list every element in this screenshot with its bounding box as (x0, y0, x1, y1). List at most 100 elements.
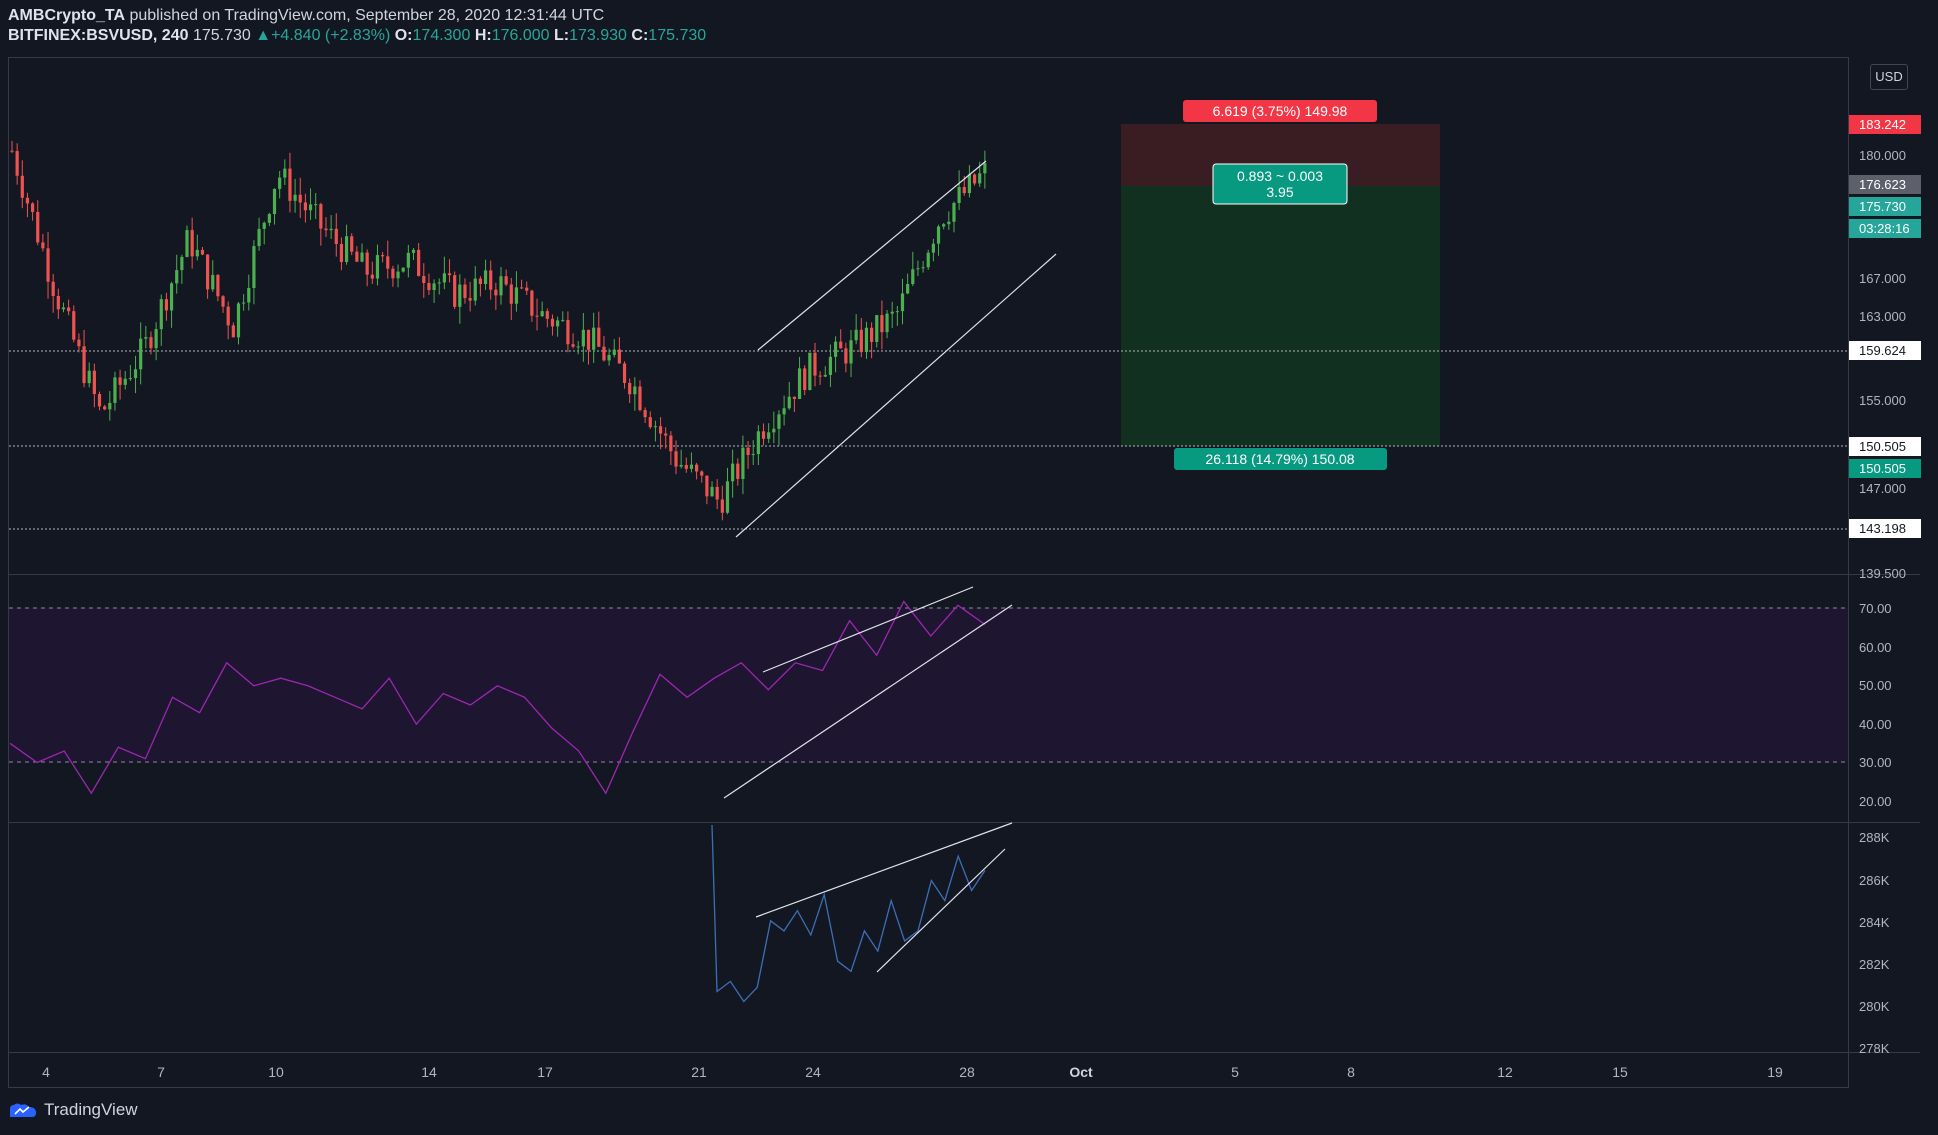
candle-body (504, 276, 508, 285)
candle-body (61, 307, 66, 310)
candle-body (329, 228, 333, 231)
candle-body (427, 282, 431, 291)
candle-body (360, 252, 364, 262)
rsi-channel-lower[interactable] (723, 604, 1013, 799)
candle-body (509, 284, 513, 304)
candle-body (875, 315, 879, 342)
candle-body (262, 222, 266, 229)
price-axis[interactable]: 180.000 167.000 163.000 155.000 147.000 … (1859, 148, 1906, 581)
candle-body (612, 349, 616, 355)
candle-body (890, 311, 894, 314)
candle-body (772, 428, 776, 433)
candle-body (983, 163, 987, 174)
time-axis[interactable]: 4 7 10 14 17 21 24 28 Oct 5 8 12 15 19 (42, 1064, 1783, 1080)
badge-entry: 176.623 (1859, 177, 1906, 192)
target-label-box[interactable]: 26.118 (14.79%) 150.08 (1174, 448, 1387, 470)
symbol-label[interactable]: BITFINEX:BSVUSD, 240 (8, 27, 189, 44)
candle-body (782, 408, 786, 415)
candle-body (628, 382, 632, 395)
candle-body (447, 273, 452, 276)
close-value: 175.730 (648, 27, 707, 44)
candle-body (15, 151, 19, 176)
candle-body (566, 319, 570, 345)
candle-body (30, 203, 35, 212)
candle-body (674, 451, 678, 467)
candle-body (458, 284, 462, 307)
candle-body (247, 287, 251, 303)
rsi-tick: 60.00 (1859, 640, 1892, 655)
trendlines[interactable] (723, 160, 1057, 973)
badge-countdown: 03:28:16 (1859, 221, 1910, 236)
tradingview-branding[interactable]: TradingView (8, 1100, 138, 1120)
pane-borders (8, 57, 1920, 1088)
candle-body (921, 267, 925, 269)
candle-body (36, 211, 40, 243)
candle-body (159, 299, 163, 330)
candle-body (72, 311, 76, 340)
publisher-name[interactable]: AMBCrypto_TA (8, 7, 126, 24)
candle-body (797, 368, 802, 399)
brand-name: TradingView (44, 1100, 138, 1119)
stop-label-box[interactable]: 6.619 (3.75%) 149.98 (1183, 100, 1377, 122)
obv-channel-upper[interactable] (755, 822, 1013, 918)
price-tick: 155.000 (1859, 393, 1906, 408)
price-channel-lower[interactable] (735, 253, 1057, 538)
candles (10, 140, 987, 521)
candle-body (952, 202, 956, 222)
obv-axis[interactable]: 288K 286K 284K 282K 280K 278K (1859, 830, 1890, 1056)
badge-target: 150.505 (1859, 461, 1906, 476)
candle-body (926, 252, 930, 268)
candle-body (185, 230, 189, 257)
time-label: 5 (1231, 1064, 1239, 1080)
candle-body (92, 370, 96, 394)
candle-body (653, 426, 658, 428)
candle-body (731, 463, 735, 482)
candle-body (828, 356, 833, 375)
candle-body (592, 327, 596, 350)
candle-body (715, 486, 719, 500)
price-badges: 183.242 176.623 175.730 03:28:16 159.624… (1849, 115, 1921, 538)
rsi-channel-upper[interactable] (762, 586, 974, 673)
candle-body (298, 194, 302, 203)
candle-body (442, 273, 446, 283)
time-label: 4 (42, 1064, 50, 1080)
candle-body (339, 243, 344, 262)
candle-body (823, 374, 827, 377)
candle-body (864, 327, 869, 353)
publish-line: AMBCrypto_TA published on TradingView.co… (8, 6, 706, 26)
candle-body (149, 337, 153, 349)
candle-body (911, 269, 915, 285)
candle-body (777, 414, 781, 429)
price-channel-upper[interactable] (757, 160, 987, 351)
candle-body (947, 221, 951, 225)
candle-body (314, 204, 318, 206)
candle-body (514, 287, 519, 304)
ratio-label-box[interactable]: 0.893 ~ 0.003 3.95 (1212, 163, 1348, 205)
horizontal-levels[interactable] (9, 350, 1848, 530)
target-zone[interactable] (1121, 186, 1440, 446)
candle-body (422, 275, 426, 283)
candle-body (344, 236, 349, 262)
badge-last: 175.730 (1859, 199, 1906, 214)
candle-body (710, 486, 714, 497)
low-label: L: (554, 27, 570, 44)
rsi-axis[interactable]: 70.00 60.00 50.00 40.00 30.00 20.00 (1859, 601, 1892, 809)
candle-body (535, 315, 539, 317)
candle-body (319, 204, 323, 229)
price-tick: 163.000 (1859, 309, 1906, 324)
time-label: 14 (421, 1064, 437, 1080)
currency-button[interactable]: USD (1870, 64, 1908, 90)
candle-body (643, 410, 647, 418)
candle-body (586, 329, 591, 350)
candle-body (854, 329, 858, 341)
candle-body (87, 370, 91, 384)
candle-body (833, 341, 838, 357)
obv-channel-lower[interactable] (876, 848, 1006, 973)
candle-body (236, 303, 241, 338)
obv-tick: 284K (1859, 915, 1890, 930)
obv-tick: 288K (1859, 830, 1890, 845)
candle-body (41, 242, 45, 249)
rsi-band-fill (9, 608, 1848, 762)
rsi-tick: 50.00 (1859, 678, 1892, 693)
